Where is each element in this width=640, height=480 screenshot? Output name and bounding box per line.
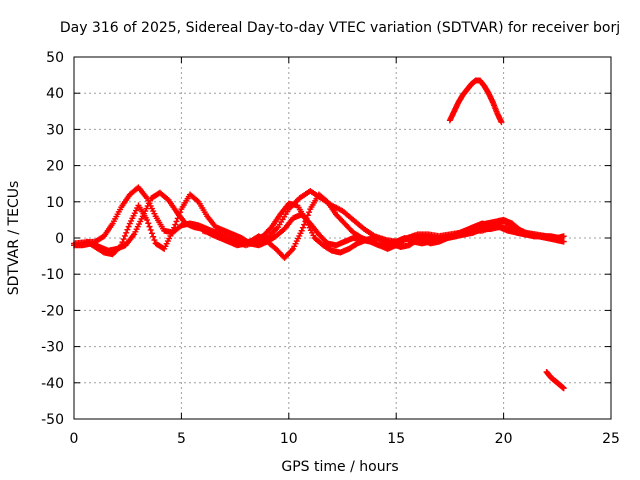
x-axis-label: GPS time / hours bbox=[281, 459, 398, 475]
data-point bbox=[144, 216, 151, 223]
data-point bbox=[498, 119, 505, 126]
data-point bbox=[172, 221, 179, 228]
y-tick-label: -10 bbox=[41, 267, 64, 283]
data-point bbox=[145, 220, 152, 227]
series-sat-d bbox=[199, 187, 567, 249]
y-tick-label: 50 bbox=[46, 50, 64, 66]
data-point bbox=[288, 247, 295, 254]
data-point bbox=[177, 209, 184, 216]
data-point bbox=[560, 238, 567, 245]
x-tick-label: 5 bbox=[177, 431, 186, 447]
x-tick-label: 0 bbox=[70, 431, 79, 447]
x-tick-label: 10 bbox=[280, 431, 298, 447]
data-point bbox=[194, 197, 201, 204]
data-point bbox=[169, 227, 176, 234]
y-tick-label: 0 bbox=[55, 231, 64, 247]
y-tick-label: 10 bbox=[46, 195, 64, 211]
data-point bbox=[560, 233, 567, 240]
data-point bbox=[306, 209, 313, 216]
y-tick-label: 40 bbox=[46, 86, 64, 102]
data-point bbox=[117, 243, 124, 250]
plot-frame bbox=[73, 56, 612, 420]
series-sat-f bbox=[543, 368, 567, 392]
x-tick-label: 25 bbox=[602, 431, 620, 447]
data-point bbox=[124, 226, 131, 233]
data-point bbox=[151, 237, 158, 244]
y-tick-label: -30 bbox=[41, 340, 64, 356]
data-point bbox=[173, 218, 180, 225]
data-point bbox=[299, 224, 306, 231]
chart-title: Day 316 of 2025, Sidereal Day-to-day VTE… bbox=[60, 20, 620, 36]
series-sat-e bbox=[446, 77, 505, 126]
y-tick-label: -50 bbox=[41, 412, 64, 428]
data-point bbox=[146, 223, 153, 230]
data-point bbox=[148, 230, 155, 237]
x-tick-label: 20 bbox=[495, 431, 513, 447]
data-point bbox=[120, 236, 127, 243]
grid bbox=[74, 57, 611, 419]
data-marks bbox=[71, 77, 567, 392]
y-tick-label: -40 bbox=[41, 376, 64, 392]
data-point bbox=[119, 239, 126, 246]
data-point bbox=[174, 215, 181, 222]
y-tick-label: -20 bbox=[41, 303, 64, 319]
data-point bbox=[123, 229, 130, 236]
x-tick-label: 15 bbox=[387, 431, 405, 447]
data-point bbox=[121, 232, 128, 239]
data-point bbox=[118, 242, 125, 249]
y-tick-label: 20 bbox=[46, 159, 64, 175]
y-axis-label: SDTVAR / TECUs bbox=[6, 181, 22, 296]
data-point bbox=[147, 226, 154, 233]
y-tick-label: 30 bbox=[46, 122, 64, 138]
data-point bbox=[298, 227, 305, 234]
data-point bbox=[560, 385, 567, 392]
series-sat-c bbox=[83, 191, 563, 258]
data-point bbox=[125, 223, 132, 230]
data-point bbox=[267, 225, 274, 232]
data-point bbox=[150, 233, 157, 240]
data-point bbox=[175, 212, 182, 219]
axis-ticks: 0 5 10 15 20 25 -50 -40 -30 -20 -10 0 10 20 30 40 50 bbox=[41, 50, 620, 447]
data-point bbox=[171, 224, 178, 231]
